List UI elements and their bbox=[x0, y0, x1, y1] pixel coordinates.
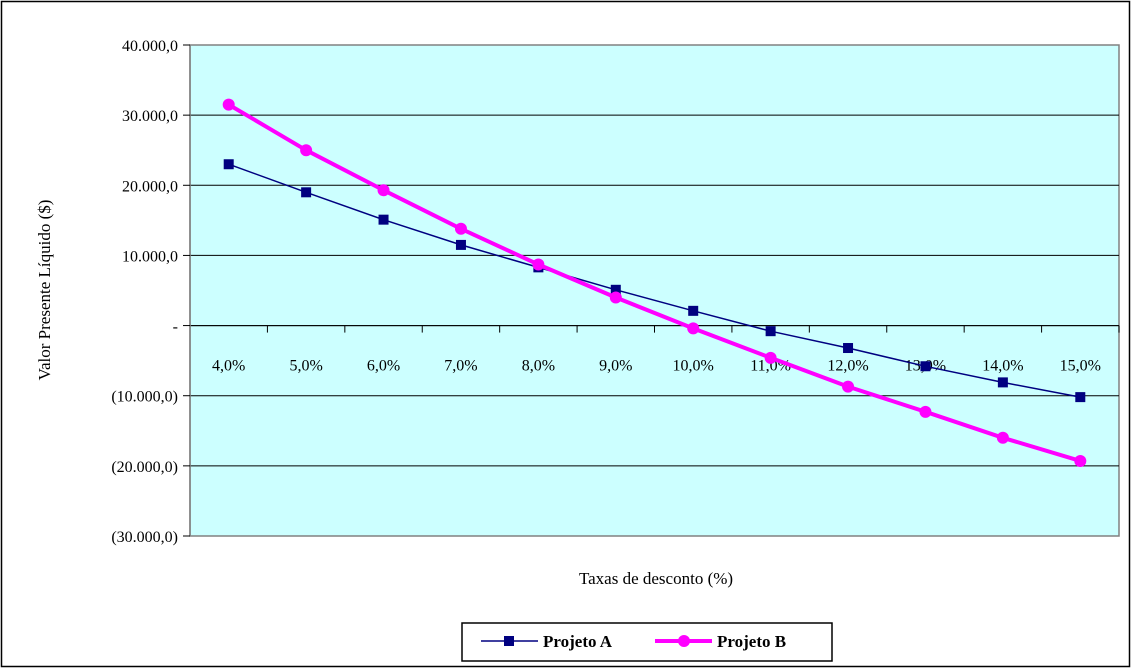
data-point bbox=[377, 184, 390, 197]
y-tick-label: - bbox=[173, 319, 178, 336]
data-point bbox=[688, 305, 699, 316]
series-projeto-a bbox=[223, 159, 1086, 403]
data-point bbox=[996, 431, 1009, 444]
series-line-projeto-b bbox=[227, 102, 1081, 463]
legend: Projeto A Projeto B bbox=[461, 622, 833, 662]
y-tick-label: 20.000,0 bbox=[122, 178, 178, 195]
data-point bbox=[223, 159, 234, 170]
data-point bbox=[842, 380, 855, 393]
data-point bbox=[301, 187, 312, 198]
legend-marker-projeto-a bbox=[504, 636, 514, 646]
x-tick-label: 14,0% bbox=[982, 358, 1023, 375]
legend-item-projeto-b: Projeto B bbox=[655, 632, 786, 651]
x-tick-label: 4,0% bbox=[212, 358, 245, 375]
legend-label-projeto-a: Projeto A bbox=[543, 632, 613, 651]
plot-area bbox=[189, 44, 1120, 537]
series-projeto-b bbox=[222, 98, 1087, 467]
legend-box bbox=[461, 622, 833, 662]
y-axis: 40.000,0 30.000,0 20.000,0 10.000,0 - (10.000… bbox=[111, 38, 191, 546]
series-line-projeto-a bbox=[228, 163, 1081, 398]
data-point bbox=[919, 405, 932, 418]
data-point bbox=[455, 239, 466, 250]
data-point bbox=[532, 258, 545, 271]
data-point bbox=[610, 284, 621, 295]
data-point bbox=[765, 326, 776, 337]
data-point bbox=[222, 98, 235, 111]
y-tick-label: 40.000,0 bbox=[122, 38, 178, 55]
data-point bbox=[764, 351, 777, 364]
y-tick-label: (10.000,0) bbox=[111, 389, 178, 406]
data-point bbox=[1075, 392, 1086, 403]
legend-marker-projeto-b bbox=[678, 635, 690, 647]
x-tick-label: 7,0% bbox=[444, 358, 477, 375]
data-point bbox=[920, 361, 931, 372]
y-tick-label: 30.000,0 bbox=[122, 108, 178, 125]
x-tick-label: 8,0% bbox=[522, 358, 555, 375]
data-point bbox=[300, 144, 313, 157]
x-tick-label: 10,0% bbox=[673, 358, 714, 375]
data-point bbox=[378, 214, 389, 225]
x-tick-label: 5,0% bbox=[289, 358, 322, 375]
x-axis: 4,0% 5,0% 6,0% 7,0% 8,0% 9,0% 10,0% 11,0% 12,0% 1… bbox=[189, 325, 1120, 375]
x-axis-title: Taxas de desconto (%) bbox=[579, 569, 733, 588]
y-tick-label: (20.000,0) bbox=[111, 459, 178, 476]
y-axis-title: Valor Presente Líquido ($) bbox=[35, 200, 54, 381]
x-tick-label: 15,0% bbox=[1060, 358, 1101, 375]
x-tick-label: 9,0% bbox=[599, 358, 632, 375]
gridlines bbox=[190, 114, 1119, 467]
x-tick-label: 12,0% bbox=[827, 358, 868, 375]
data-point bbox=[454, 222, 467, 235]
y-tick-label: 10.000,0 bbox=[122, 248, 178, 265]
data-point bbox=[997, 377, 1008, 388]
x-tick-label: 6,0% bbox=[367, 358, 400, 375]
data-point bbox=[843, 343, 854, 354]
series-layer bbox=[222, 98, 1087, 467]
data-point bbox=[1074, 454, 1087, 467]
legend-item-projeto-a: Projeto A bbox=[481, 632, 613, 651]
y-tick-label: (30.000,0) bbox=[111, 529, 178, 546]
legend-label-projeto-b: Projeto B bbox=[717, 632, 786, 651]
data-point bbox=[687, 322, 700, 335]
data-point bbox=[609, 291, 622, 304]
